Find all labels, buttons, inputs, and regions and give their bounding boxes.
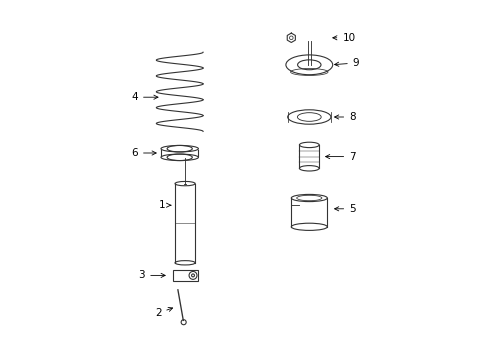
Text: 2: 2 xyxy=(155,307,172,318)
Text: 7: 7 xyxy=(325,152,355,162)
Text: 5: 5 xyxy=(334,204,355,214)
Text: 9: 9 xyxy=(334,58,359,68)
Bar xyxy=(172,270,197,281)
Text: 4: 4 xyxy=(131,92,158,102)
Text: 6: 6 xyxy=(131,148,156,158)
Text: 3: 3 xyxy=(138,270,165,280)
Text: 8: 8 xyxy=(334,112,355,122)
Text: 10: 10 xyxy=(332,33,355,43)
Text: 1: 1 xyxy=(158,200,170,210)
